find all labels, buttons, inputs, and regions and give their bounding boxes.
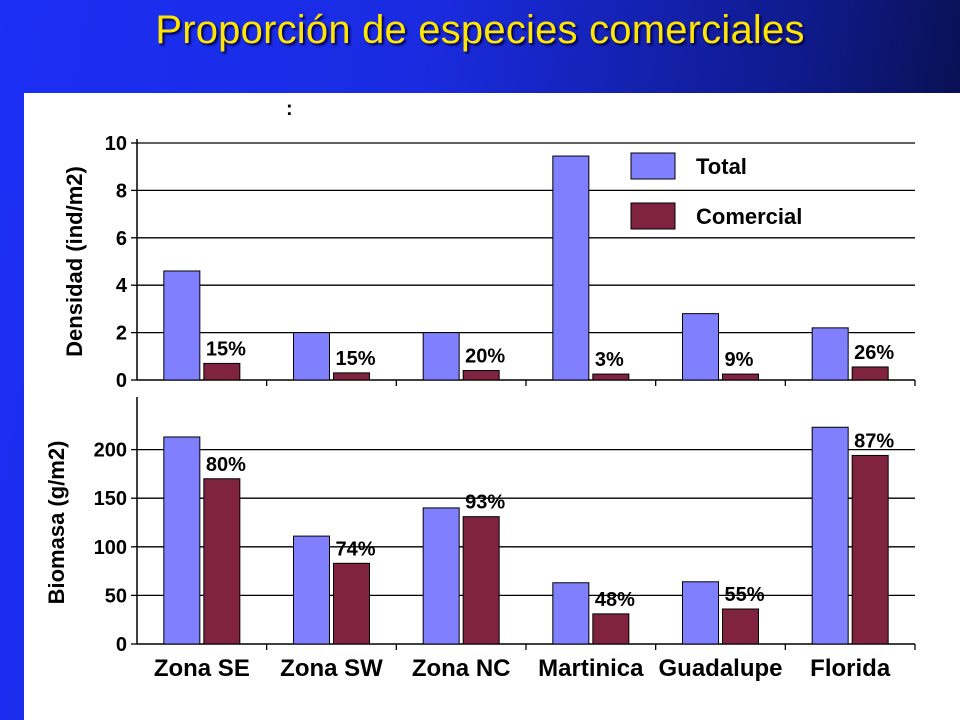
y-tick-label: 8 xyxy=(116,180,127,202)
bar-total xyxy=(811,327,849,381)
y-tick-label: 50 xyxy=(105,585,127,607)
legend-swatch xyxy=(630,202,676,230)
bar-comercial xyxy=(851,454,889,645)
bar-total xyxy=(163,436,201,645)
bar-comercial xyxy=(592,613,630,645)
bar-comercial xyxy=(462,370,500,381)
x-category-label: Guadalupe xyxy=(658,655,782,682)
legend-label: Comercial xyxy=(696,204,802,229)
bar-total xyxy=(682,313,719,381)
bar-comercial xyxy=(722,373,759,381)
bar-total xyxy=(811,426,849,645)
bar-comercial xyxy=(203,478,241,645)
bar-annotation: 15% xyxy=(206,338,246,360)
y-tick-label: 10 xyxy=(105,133,127,155)
biomass-chart: 0 50 100 150 200 Biomasa (g/m2) 80% Zona SE 74% Z… xyxy=(44,397,916,682)
bar-total xyxy=(422,332,460,381)
x-category-label: Zona SE xyxy=(154,655,250,682)
y-axis-label: Densidad (ind/m2) xyxy=(62,166,87,357)
bar-total xyxy=(163,270,201,381)
legend-swatch xyxy=(630,152,676,180)
y-tick-label: 6 xyxy=(116,228,127,250)
y-axis-label: Biomasa (g/m2) xyxy=(44,441,69,605)
bar-annotation: 93% xyxy=(465,492,505,514)
bar-annotation: 74% xyxy=(336,538,376,560)
bar-comercial xyxy=(333,372,370,381)
bar-total xyxy=(422,507,460,645)
bar-annotation: 80% xyxy=(206,454,246,476)
bar-comercial xyxy=(851,366,889,381)
bar-total xyxy=(682,581,719,645)
y-tick-label: 0 xyxy=(116,634,127,656)
y-tick-label: 2 xyxy=(116,323,127,345)
bar-annotation: 20% xyxy=(465,346,505,368)
y-tick-label: 0 xyxy=(116,370,127,392)
slide-title: Proporción de especies comerciales xyxy=(155,8,805,52)
bar-comercial xyxy=(462,516,500,645)
density-chart: 0 2 4 6 8 10 Densidad (ind/m2) 15% 15% 20% 3% 9% 26%… xyxy=(62,133,916,392)
y-tick-label: 200 xyxy=(94,440,127,462)
y-tick-label: 100 xyxy=(94,537,127,559)
bar-total xyxy=(552,155,590,381)
bar-annotation: 15% xyxy=(336,348,376,370)
y-tick-label: 150 xyxy=(94,488,127,510)
bar-comercial xyxy=(333,562,370,645)
bar-annotation: 48% xyxy=(595,589,635,611)
x-category-label: Martinica xyxy=(538,655,644,682)
chart-figure: : 0 2 4 6 8 10 Densidad (ind/m2) 15% 15% 20% 3% 9% 2… xyxy=(44,98,916,682)
x-category-label: Zona NC xyxy=(412,655,511,682)
bar-annotation: 9% xyxy=(725,349,754,371)
x-category-label: Florida xyxy=(810,655,891,682)
bar-total xyxy=(552,582,590,645)
bar-annotation: 26% xyxy=(854,342,894,364)
legend-label: Total xyxy=(696,154,747,179)
bar-annotation: 3% xyxy=(595,349,624,371)
stray-mark: : xyxy=(286,98,293,120)
bar-comercial xyxy=(203,362,241,381)
chart-panel: : 0 2 4 6 8 10 Densidad (ind/m2) 15% 15% 20% 3% 9% 2… xyxy=(24,93,960,720)
bar-comercial xyxy=(592,373,630,381)
bar-annotation: 55% xyxy=(725,584,765,606)
y-tick-label: 4 xyxy=(116,275,128,297)
x-category-label: Zona SW xyxy=(280,655,383,682)
bar-total xyxy=(293,332,330,381)
bar-total xyxy=(293,535,330,645)
bar-comercial xyxy=(722,608,759,645)
bar-annotation: 87% xyxy=(854,430,894,452)
